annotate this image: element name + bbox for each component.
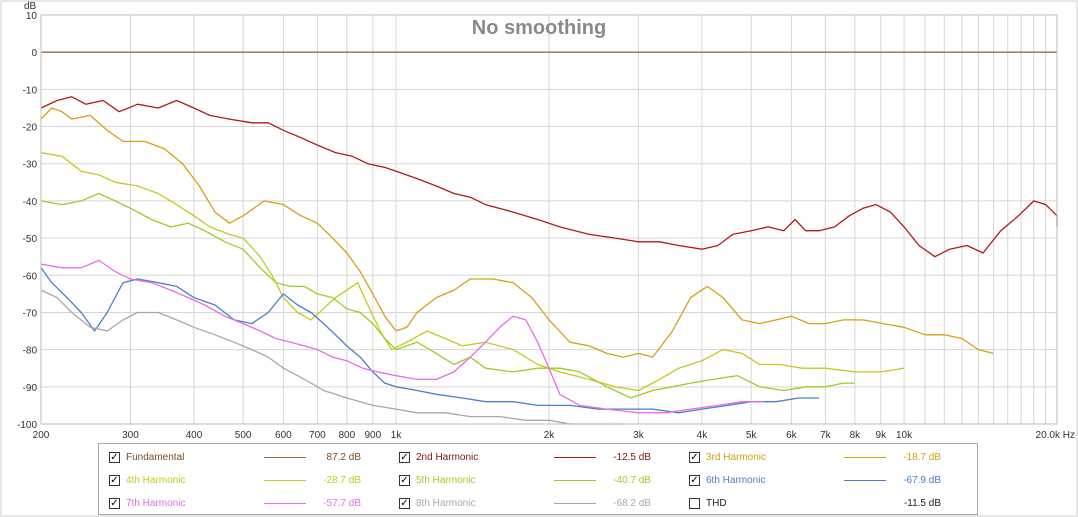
x-tick-label: 6k xyxy=(786,430,798,441)
y-tick-label: 0 xyxy=(31,48,37,59)
x-tick-label: 400 xyxy=(186,430,203,441)
y-tick-label: -20 xyxy=(23,123,38,134)
x-axis: 200 300 400 500 600 700 800 900 1k 2k 3k 4k 5k 6k 7k 8k… xyxy=(33,430,1075,441)
legend-swatch xyxy=(264,457,306,458)
x-tick-label: 500 xyxy=(235,430,252,441)
x-tick-label: 2k xyxy=(544,430,556,441)
y-tick-label: -80 xyxy=(23,346,38,357)
y-axis-label: dB xyxy=(24,1,37,12)
legend-label: 7th Harmonic xyxy=(126,498,186,509)
x-tick-label: 4k xyxy=(697,430,709,441)
legend-value: -57.7 dB xyxy=(323,498,361,509)
legend-label: Fundamental xyxy=(126,452,185,463)
plot-frame xyxy=(40,14,1058,425)
x-tick-label: 7k xyxy=(820,430,832,441)
legend-swatch xyxy=(554,457,596,458)
legend-checkbox-thd[interactable] xyxy=(689,498,700,509)
legend-label: 6th Harmonic xyxy=(706,475,766,486)
legend-value: -40.7 dB xyxy=(613,475,651,486)
legend-value: -11.5 dB xyxy=(903,498,941,509)
legend-value: 87.2 dB xyxy=(326,452,361,463)
x-tick-label: 9k xyxy=(876,430,888,441)
y-tick-label: 10 xyxy=(26,11,38,22)
legend-value: -12.5 dB xyxy=(613,452,651,463)
legend-checkbox-5th-harmonic[interactable]: ✓ xyxy=(399,475,410,486)
y-tick-label: -70 xyxy=(23,308,38,319)
series-line-7th-harmonic xyxy=(40,259,764,414)
y-tick-label: -60 xyxy=(23,271,38,282)
legend-swatch xyxy=(844,457,886,458)
legend-label: THD xyxy=(706,498,727,509)
x-tick-label: 10k xyxy=(896,430,913,441)
legend-item-thd: THD -11.5 dB xyxy=(689,495,969,513)
y-tick-label: -50 xyxy=(23,234,38,245)
legend-swatch xyxy=(554,480,596,481)
series-lines xyxy=(40,51,1058,425)
legend-checkbox-7th-harmonic[interactable]: ✓ xyxy=(109,498,120,509)
x-tick-label: 800 xyxy=(339,430,356,441)
legend-swatch xyxy=(844,480,886,481)
x-tick-label: 200 xyxy=(33,430,50,441)
legend-swatch xyxy=(264,503,306,504)
legend-value: -68.2 dB xyxy=(613,498,651,509)
grid xyxy=(40,14,1058,425)
legend-value: -18.7 dB xyxy=(903,452,941,463)
legend-item-4th-harmonic: ✓ 4th Harmonic -28.7 dB xyxy=(109,472,389,490)
chart-title: No smoothing xyxy=(472,17,606,39)
legend-label: 4th Harmonic xyxy=(126,475,186,486)
x-tick-label: 20.0k Hz xyxy=(1036,430,1075,441)
legend-swatch xyxy=(554,503,596,504)
y-tick-label: -90 xyxy=(23,383,38,394)
legend-checkbox-4th-harmonic[interactable]: ✓ xyxy=(109,475,120,486)
x-tick-label: 8k xyxy=(850,430,862,441)
y-tick-label: -100 xyxy=(17,420,37,431)
y-tick-label: -10 xyxy=(23,85,38,96)
legend-item-8th-harmonic: ✓ 8th Harmonic -68.2 dB xyxy=(399,495,679,513)
legend-checkbox-3rd-harmonic[interactable]: ✓ xyxy=(689,452,700,463)
x-tick-label: 900 xyxy=(364,430,381,441)
y-tick-label: -30 xyxy=(23,160,38,171)
legend-checkbox-8th-harmonic[interactable]: ✓ xyxy=(399,498,410,509)
legend: ✓ Fundamental 87.2 dB ✓ 2nd Harmonic -12.5 dB… xyxy=(98,443,978,515)
legend-item-7th-harmonic: ✓ 7th Harmonic -57.7 dB xyxy=(109,495,389,513)
legend-item-3rd-harmonic: ✓ 3rd Harmonic -18.7 dB xyxy=(689,449,969,467)
legend-item-5th-harmonic: ✓ 5th Harmonic -40.7 dB xyxy=(399,472,679,490)
series-line-5th-harmonic xyxy=(40,192,855,399)
series-line-8th-harmonic xyxy=(40,289,624,425)
series-line-3rd-harmonic xyxy=(40,107,994,358)
legend-label: 2nd Harmonic xyxy=(416,452,479,463)
legend-label: 3rd Harmonic xyxy=(706,452,767,463)
x-tick-label: 3k xyxy=(633,430,645,441)
legend-value: -28.7 dB xyxy=(323,475,361,486)
x-tick-label: 5k xyxy=(746,430,758,441)
legend-checkbox-2nd-harmonic[interactable]: ✓ xyxy=(399,452,410,463)
series-line-2nd-harmonic xyxy=(40,96,1058,258)
x-tick-label: 1k xyxy=(391,430,403,441)
legend-item-2nd-harmonic: ✓ 2nd Harmonic -12.5 dB xyxy=(399,449,679,467)
x-tick-label: 600 xyxy=(275,430,292,441)
legend-value: -67.9 dB xyxy=(903,475,941,486)
x-tick-label: 300 xyxy=(122,430,139,441)
legend-label: 8th Harmonic xyxy=(416,498,476,509)
legend-swatch xyxy=(264,480,306,481)
series-line-4th-harmonic xyxy=(40,151,905,392)
x-tick-label: 700 xyxy=(309,430,326,441)
legend-label: 5th Harmonic xyxy=(416,475,476,486)
legend-item-fundamental: ✓ Fundamental 87.2 dB xyxy=(109,449,389,467)
legend-item-6th-harmonic: ✓ 6th Harmonic -67.9 dB xyxy=(689,472,969,490)
legend-checkbox-fundamental[interactable]: ✓ xyxy=(109,452,120,463)
y-tick-label: -40 xyxy=(23,197,38,208)
y-axis: 10 0 -10 -20 -30 -40 -50 -60 -70 -80 -90 -100 xyxy=(17,11,37,431)
legend-checkbox-6th-harmonic[interactable]: ✓ xyxy=(689,475,700,486)
